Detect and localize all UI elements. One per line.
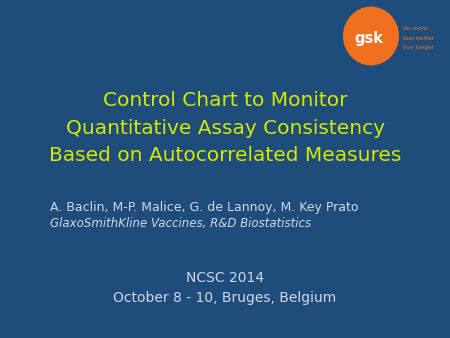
Text: feel better: feel better [403,35,434,41]
Text: NCSC 2014: NCSC 2014 [186,271,264,285]
Text: Control Chart to Monitor
Quantitative Assay Consistency
Based on Autocorrelated : Control Chart to Monitor Quantitative As… [49,91,401,165]
Text: do more: do more [403,25,427,30]
Text: October 8 - 10, Bruges, Belgium: October 8 - 10, Bruges, Belgium [113,291,337,305]
Text: gsk: gsk [355,30,383,46]
Text: A. Baclin, M-P. Malice, G. de Lannoy, M. Key Prato: A. Baclin, M-P. Malice, G. de Lannoy, M.… [50,201,359,215]
Text: GlaxoSmithKline Vaccines, R&D Biostatistics: GlaxoSmithKline Vaccines, R&D Biostatist… [50,217,311,231]
Ellipse shape [343,7,399,65]
Text: live longer: live longer [403,46,434,50]
